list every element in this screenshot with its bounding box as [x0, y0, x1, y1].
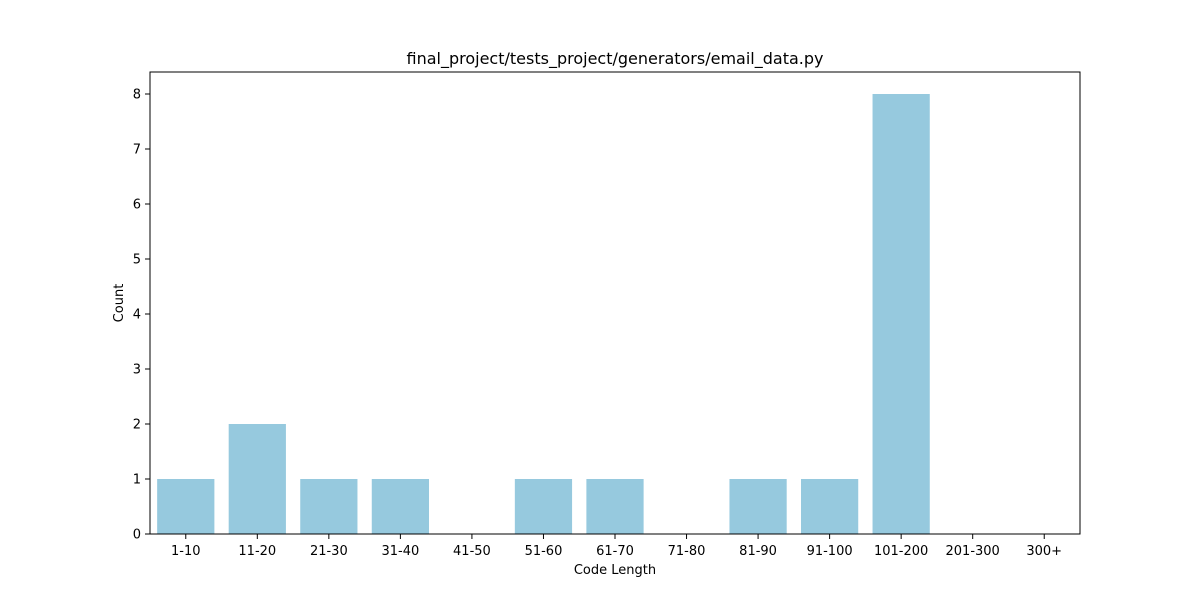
bar-31-40	[371, 479, 429, 534]
y-tick-label: 1	[133, 473, 141, 488]
bar-91-100	[801, 479, 859, 534]
bars-group	[157, 94, 930, 534]
x-tick-label: 41-50	[453, 544, 491, 559]
x-tick-label: 201-300	[946, 544, 1000, 559]
bar-61-70	[586, 479, 644, 534]
bar-101-200	[872, 94, 930, 534]
x-tick-label: 1-10	[171, 544, 201, 559]
bar-1-10	[157, 479, 215, 534]
bar-11-20	[228, 424, 286, 534]
y-tick-label: 8	[133, 88, 141, 103]
y-tick-label: 6	[133, 198, 141, 213]
x-tick-label: 21-30	[310, 544, 348, 559]
x-axis-label: Code Length	[574, 563, 656, 578]
y-tick-label: 4	[133, 308, 141, 323]
y-axis-ticks: 0 1 2 3 4 5 6 7 8	[133, 88, 150, 543]
x-tick-label: 300+	[1026, 544, 1062, 559]
bar-81-90	[729, 479, 787, 534]
y-tick-label: 0	[133, 528, 141, 543]
y-tick-label: 7	[133, 143, 141, 158]
bar-21-30	[300, 479, 358, 534]
x-tick-label: 71-80	[668, 544, 706, 559]
y-tick-label: 5	[133, 253, 141, 268]
y-axis-label: Count	[112, 284, 127, 323]
x-tick-label: 101-200	[874, 544, 928, 559]
x-tick-label: 61-70	[596, 544, 634, 559]
y-tick-label: 2	[133, 418, 141, 433]
plot-frame	[149, 71, 1081, 535]
x-axis-ticks: 1-10 11-20 21-30 31-40 41-50 51-60 61-70 71-80 8…	[171, 534, 1062, 559]
x-tick-label: 51-60	[525, 544, 563, 559]
x-tick-label: 81-90	[739, 544, 777, 559]
x-tick-label: 91-100	[807, 544, 853, 559]
bar-51-60	[514, 479, 573, 534]
y-tick-label: 3	[133, 363, 141, 378]
x-tick-label: 11-20	[238, 544, 276, 559]
chart-title: final_project/tests_project/generators/e…	[407, 49, 824, 69]
x-tick-label: 31-40	[381, 544, 419, 559]
